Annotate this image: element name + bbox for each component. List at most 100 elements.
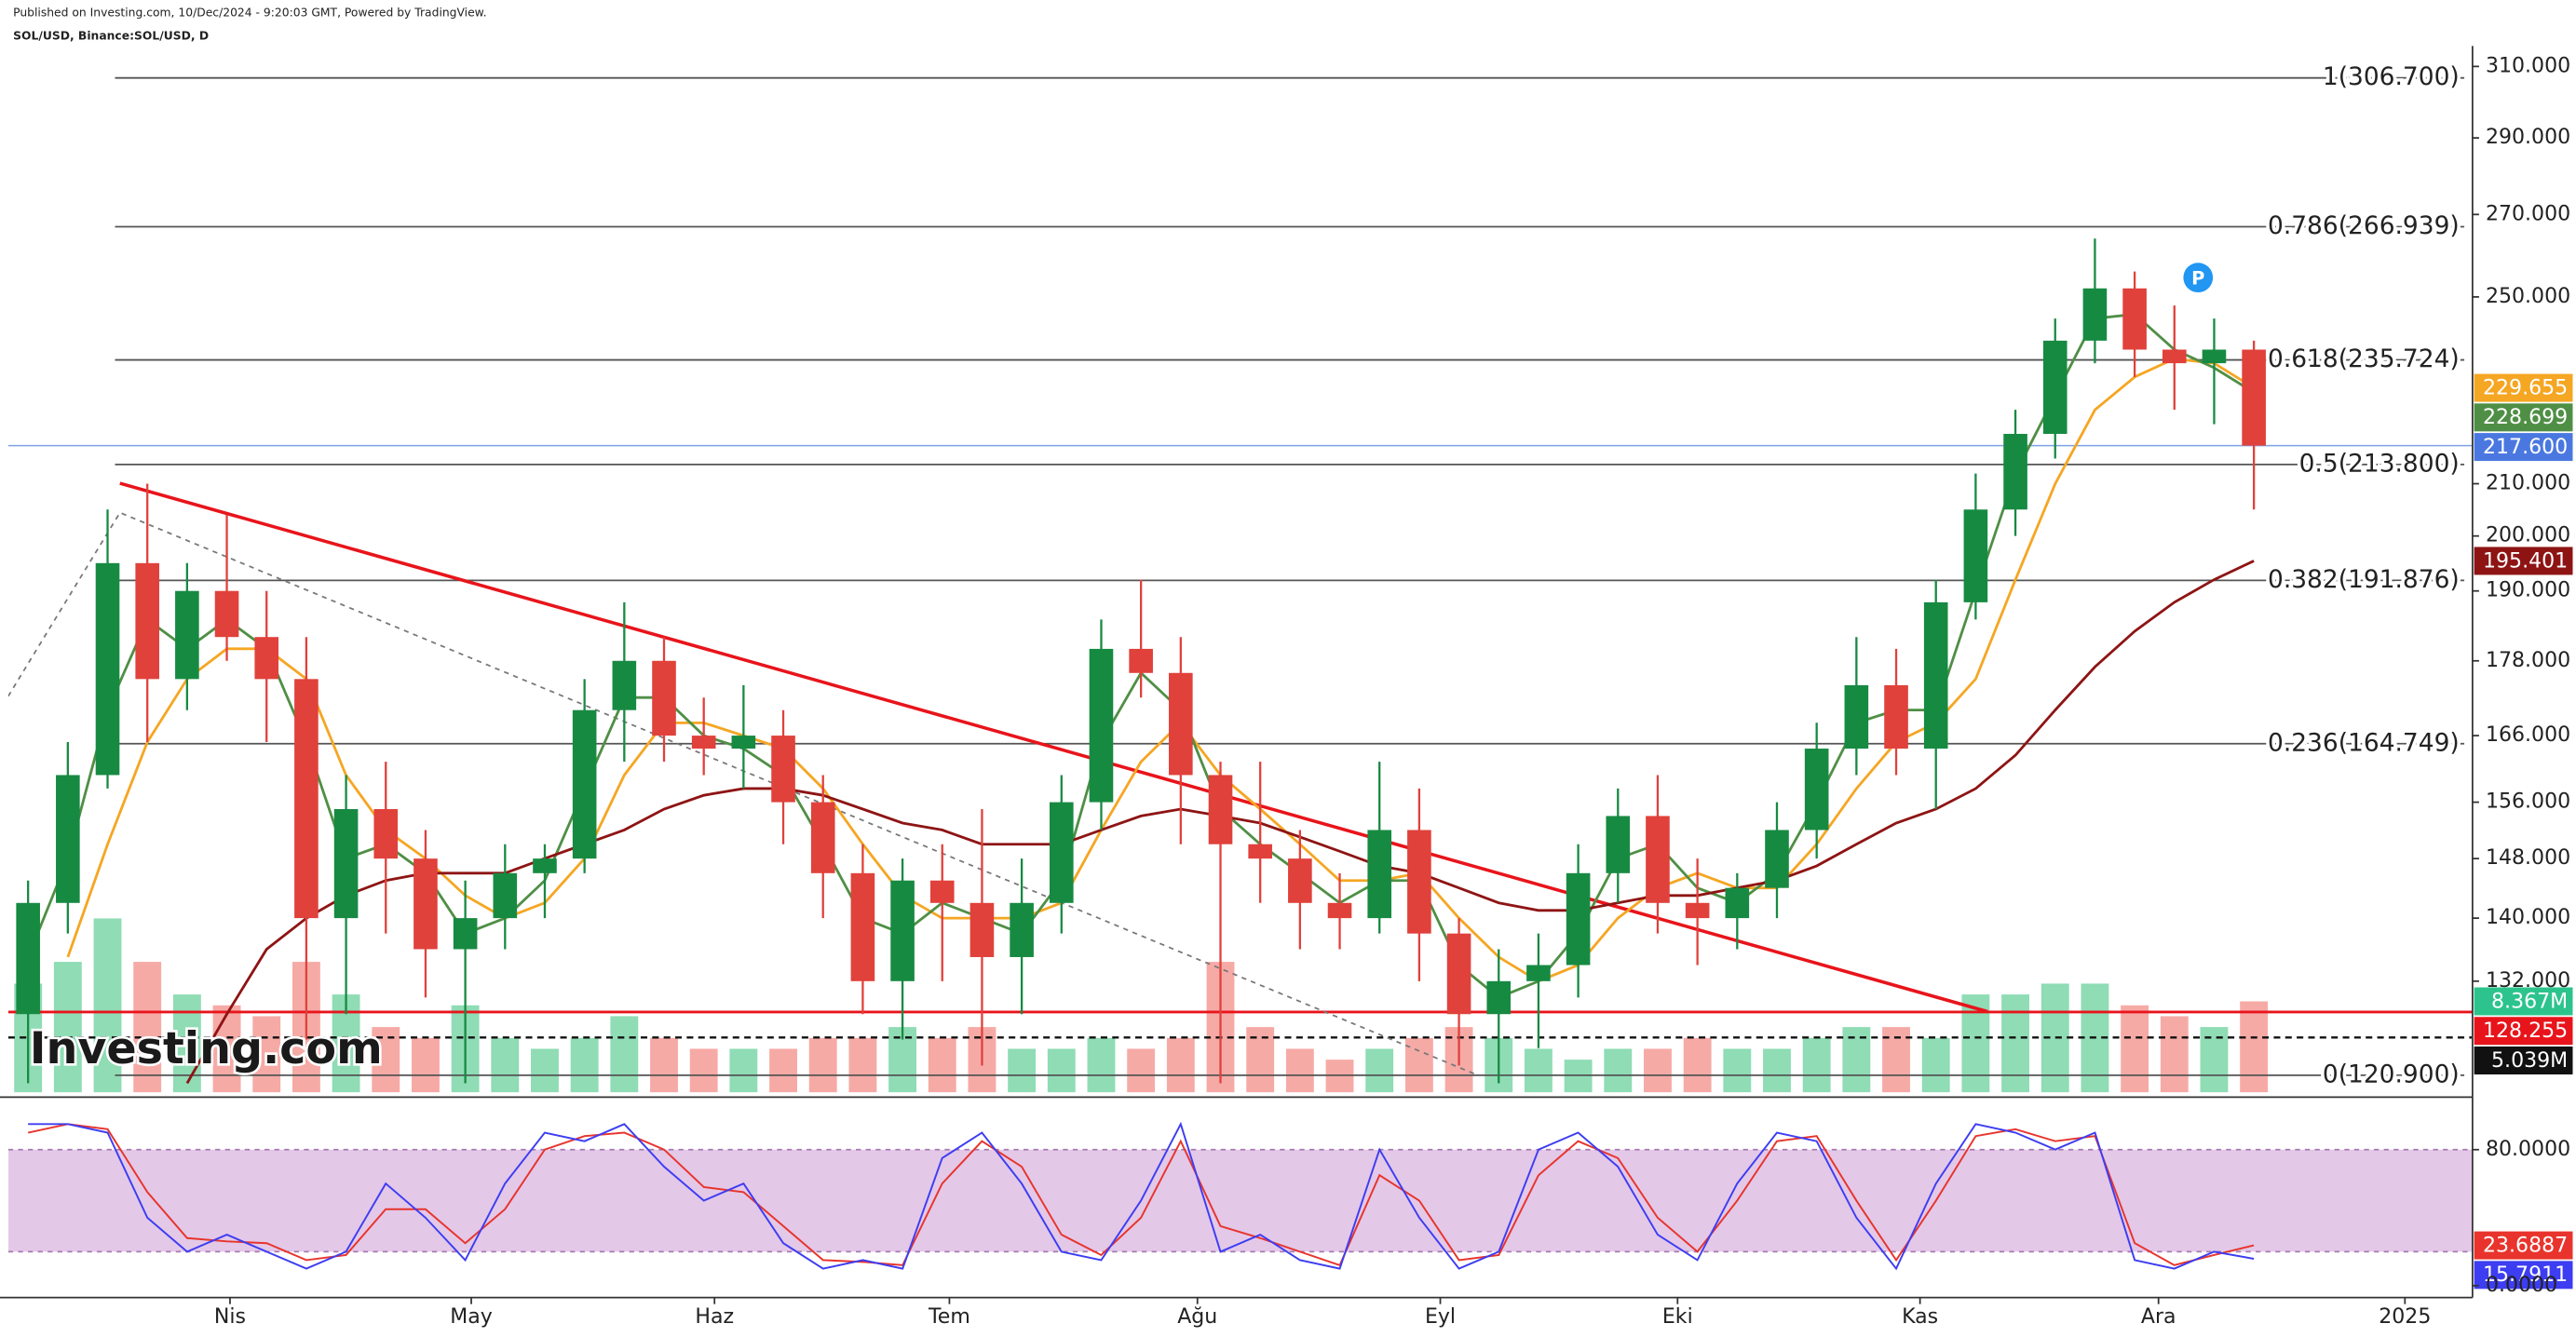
volume-bar [53,962,82,1093]
header-symbol: SOL/USD, Binance:SOL/USD, D [13,29,209,42]
candle-body [1367,830,1392,919]
candle-body [850,872,875,981]
candle-body [2042,340,2068,435]
volume-bar [1047,1048,1076,1093]
y-tick-label: 166.000 [2486,723,2570,747]
candle-body [572,709,597,859]
volume-bar [1644,1048,1672,1093]
candle-body [1486,980,1512,1015]
trendline [7,511,1479,1076]
candle-body [731,736,756,750]
candle-body [2003,434,2027,510]
x-tick-label: 2025 [2379,1305,2431,1329]
x-tick-label: Ağu [1177,1305,1217,1329]
candle-body [16,902,40,1015]
stochastic-layer [7,1121,2473,1271]
volume-bar [848,1037,877,1093]
candle-body [810,802,835,873]
candle-body [373,808,399,859]
fib-label: 1(306.700) [2323,62,2460,91]
value-tag [2474,1231,2573,1260]
volume-bar [650,1037,678,1093]
y-tick-label: 270.000 [2486,202,2570,225]
candle-body [135,562,159,680]
value-tag-label: 8.367M [2491,990,2568,1013]
candle-body [1248,844,1272,859]
x-tick-label: Haz [695,1305,734,1329]
volume-bar [1127,1048,1156,1093]
volume-bar [1921,1037,1950,1093]
y-tick-label: 156.000 [2486,790,2570,814]
candle-body [1884,684,1908,750]
candle-body [1765,830,1789,888]
volume-bar [570,1037,599,1093]
value-tag [2474,987,2573,1016]
stoch-tick-label: 0.0000 [2486,1274,2557,1297]
value-tag-label: 195.401 [2483,549,2568,573]
candle-body [214,590,239,638]
candle-body [1804,749,1829,831]
candle-body [254,637,279,680]
volume-bar [1166,1037,1195,1093]
volume-bar [2160,1016,2189,1093]
candle-body [1208,775,1233,844]
candle-body [294,679,319,919]
value-tag [2474,1017,2573,1046]
x-tick-label: Nis [214,1305,246,1329]
fib-label: 0.786(266.939) [2268,211,2460,240]
candle-body [56,775,80,903]
volume-bar [1683,1037,1712,1093]
candle-body [969,902,995,957]
candle-body [1963,509,1988,602]
candle-body [1685,902,1710,919]
candle-body [453,918,478,950]
y-tick-label: 132.000 [2486,969,2570,993]
volume-bar [2121,1005,2149,1093]
value-tag-label: 128.255 [2483,1020,2568,1043]
candle-body [1288,858,1312,903]
value-tag [2474,373,2573,402]
volume-bar [412,1037,440,1093]
candle-body [95,562,120,776]
event-marker[interactable] [2183,263,2214,293]
event-marker-label: P [2191,267,2204,289]
candle-body [1089,648,1114,803]
candle-body [333,808,359,919]
volume-layer [14,918,2269,1093]
volume-bar [2240,1001,2269,1093]
tags-layer: 229.655 228.699 217.600 195.401 8.367M 128.25… [2474,373,2573,1290]
value-tag [2474,1261,2573,1290]
volume-bar [1524,1048,1552,1093]
candle-body [1725,887,1750,919]
fib-label: 0.236(164.749) [2268,728,2460,757]
value-tag-label: 228.699 [2483,406,2568,429]
y-tick-label: 178.000 [2486,649,2570,672]
y-tick-label: 210.000 [2486,472,2570,495]
candle-body [1606,816,1631,873]
value-tag-label: 15.7911 [2483,1263,2568,1287]
volume-bar [610,1016,639,1093]
fib-label: 0.382(191.876) [2268,565,2460,594]
candle-body [652,660,676,736]
volume-bar [1604,1048,1633,1093]
candle-body [1446,933,1471,1015]
candle-body [2202,349,2227,364]
y-tick-label: 148.000 [2486,846,2570,870]
value-tag [2474,403,2573,432]
watermark: Investing.com [30,1023,383,1074]
y-tick-label: 310.000 [2486,54,2570,77]
volume-bar [1087,1037,1116,1093]
stoch-line [27,1123,2255,1267]
candle-body [890,880,915,981]
y-tick-label: 250.000 [2486,285,2570,308]
volume-bar [2001,994,2030,1093]
candle-body [2242,349,2266,446]
x-tick-label: May [450,1305,493,1329]
candle-body [2122,288,2147,350]
fib-label: 0(120.900) [2323,1060,2460,1088]
candle-body [1327,902,1352,919]
volume-bar [729,1048,758,1093]
candle-body [1049,802,1074,903]
